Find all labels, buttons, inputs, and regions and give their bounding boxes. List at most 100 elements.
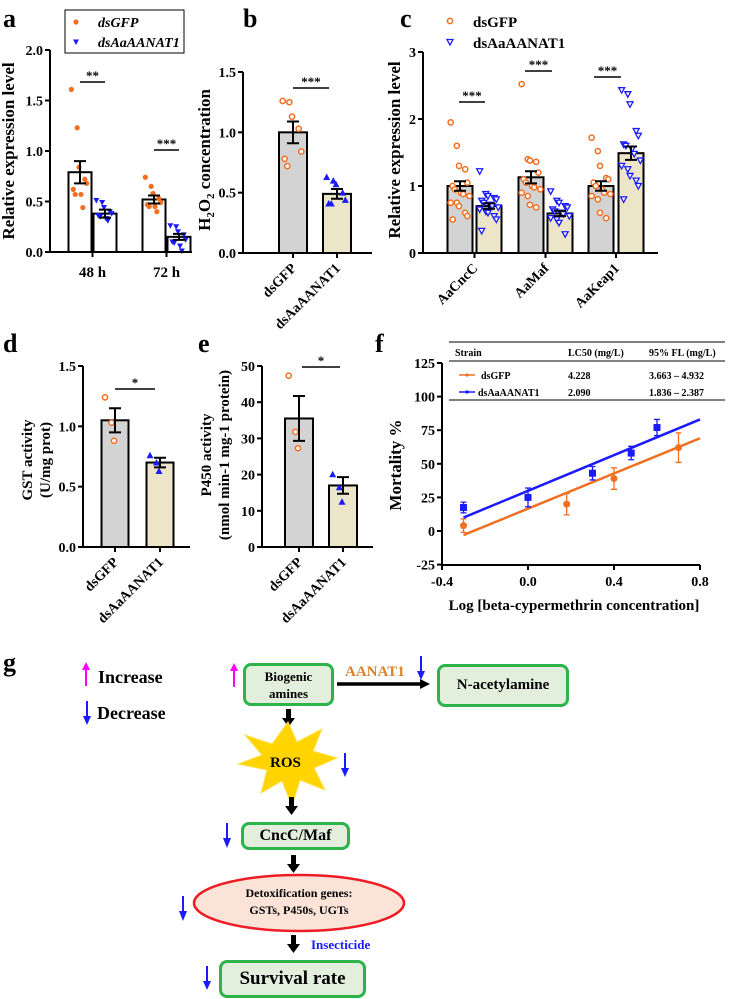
data-point <box>142 174 148 180</box>
y-tick-label: 1.5 <box>59 360 77 375</box>
data-point <box>460 503 467 511</box>
y-axis-label: Relative expression level <box>385 61 404 238</box>
data-point <box>632 177 641 185</box>
data-point <box>492 196 501 204</box>
data-point <box>632 127 641 136</box>
legend-marker-dsAaAANAT1 <box>73 39 79 45</box>
cncc-maf-box: CncC/Maf <box>241 822 350 850</box>
data-point <box>182 237 189 243</box>
data-point <box>530 183 538 191</box>
y-tick-label: 25 <box>421 491 435 506</box>
x-tick-label: 0.8 <box>691 575 709 590</box>
data-point <box>152 203 158 210</box>
table-cell: 4.228 <box>568 371 591 382</box>
survival-decrease-arrow-icon <box>203 966 211 990</box>
x-axis-label: Log [beta-cypermethrin concentration] <box>449 598 700 614</box>
decrease-legend-arrow-icon <box>83 701 91 725</box>
y-tick-label: 0.0 <box>59 541 77 556</box>
panel-letter-e: e <box>198 329 210 358</box>
panel-letter-g: g <box>3 648 16 677</box>
data-point <box>156 195 162 202</box>
data-point <box>461 165 469 173</box>
label-part: 2 <box>205 193 217 199</box>
significance-stars: *** <box>598 63 618 78</box>
data-point <box>291 428 299 436</box>
data-point <box>475 168 484 176</box>
y-tick-label: 1.5 <box>26 95 44 110</box>
legend-marker <box>465 390 469 394</box>
panel-letter-f: f <box>375 329 384 358</box>
detox-genes-list: GSTs, P450s, UGTs <box>249 903 349 917</box>
fit-line-dsAaAANAT1 <box>463 418 701 519</box>
data-point <box>526 201 534 209</box>
data-point <box>625 172 635 181</box>
y-tick-label: 40 <box>241 396 255 411</box>
data-point <box>588 192 596 200</box>
data-point <box>455 162 463 170</box>
data-point <box>154 209 160 215</box>
aanat1-decrease-arrow-icon <box>417 656 425 680</box>
y-tick-label: 1.0 <box>219 126 237 141</box>
y-tick-label: 50 <box>421 458 435 473</box>
y-tick-label: 2.0 <box>26 44 44 59</box>
error-bar <box>525 170 537 185</box>
data-point <box>546 188 555 196</box>
data-point <box>634 182 643 191</box>
data-point <box>675 444 682 452</box>
data-point <box>329 177 337 184</box>
data-point <box>534 169 542 176</box>
data-point <box>619 196 628 204</box>
data-point <box>554 199 564 208</box>
data-point <box>546 215 555 223</box>
significance-stars: * <box>132 375 139 390</box>
y-tick-label: 0 <box>248 541 255 556</box>
down-arrow-icon <box>285 797 298 815</box>
data-point <box>465 192 473 200</box>
significance-stars: *** <box>157 136 177 151</box>
error-bar <box>595 180 607 192</box>
data-point <box>604 175 612 183</box>
data-point <box>634 132 643 141</box>
cncc-decrease-arrow-icon <box>223 823 231 848</box>
detox-genes-ellipse <box>192 873 406 933</box>
data-point <box>175 229 181 235</box>
data-point <box>341 196 349 203</box>
data-point <box>332 180 340 188</box>
error-bar <box>74 160 86 185</box>
table-header: 95% FL (mg/L) <box>649 348 716 359</box>
table-cell: dsAaAANAT1 <box>478 388 540 399</box>
data-point <box>155 467 163 474</box>
data-point <box>492 216 501 224</box>
panel-letter-a: a <box>3 4 16 33</box>
data-point <box>526 157 534 164</box>
y-tick-label: 1.5 <box>219 66 237 81</box>
data-point <box>104 218 111 224</box>
y-axis-label: (nmol min-1 mg-1 protein) <box>217 370 233 540</box>
data-point <box>565 213 574 221</box>
data-point <box>447 119 455 126</box>
table-cell: 1.836 – 2.387 <box>649 388 704 399</box>
data-point <box>561 231 570 239</box>
data-point <box>460 522 467 530</box>
table-cell: 3.663 – 4.932 <box>649 371 704 382</box>
n-acetylamine-box: N-acetylamine <box>437 664 569 707</box>
data-point <box>108 211 115 217</box>
y-axis-label: P450 activity <box>199 413 215 496</box>
data-point <box>463 179 471 186</box>
down-arrow-icon <box>287 855 300 873</box>
x-tick-label: 0.0 <box>519 575 537 590</box>
data-point <box>110 437 118 445</box>
chart-a: 0.00.51.01.52.048 h 72 h*****Relative exp… <box>0 44 192 281</box>
data-point <box>602 214 610 222</box>
data-point <box>146 203 152 210</box>
data-point <box>173 224 180 230</box>
fit-line-dsGFP <box>463 437 701 537</box>
data-point <box>93 197 100 204</box>
data-point <box>532 204 540 211</box>
data-point <box>463 212 471 220</box>
legend-label: dsGFP <box>473 15 517 31</box>
data-point <box>72 191 78 198</box>
